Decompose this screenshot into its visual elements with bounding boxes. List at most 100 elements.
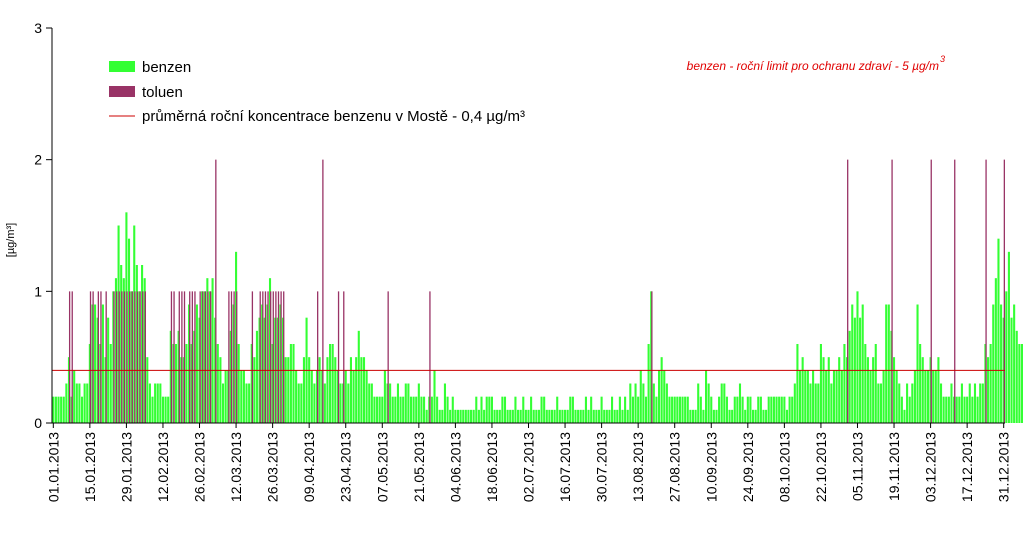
bar-benzen xyxy=(707,383,710,423)
bar-benzen xyxy=(733,396,736,423)
bar-benzen xyxy=(788,396,791,423)
bar-benzen xyxy=(310,370,313,423)
bar-benzen xyxy=(527,409,530,423)
bar-benzen xyxy=(237,344,240,423)
bar-benzen xyxy=(626,409,629,423)
bar-benzen xyxy=(378,396,381,423)
bar-benzen xyxy=(409,396,413,423)
series-toluen xyxy=(68,159,1005,423)
bar-benzen xyxy=(472,409,475,423)
bar-benzen xyxy=(864,344,867,423)
bar-benzen xyxy=(611,396,614,423)
x-tick-label: 05.11.2013 xyxy=(849,432,865,501)
bar-benzen xyxy=(746,396,749,423)
bar-benzen xyxy=(117,225,120,423)
bar-benzen xyxy=(900,396,903,423)
bar-benzen xyxy=(1018,344,1021,423)
bar-benzen xyxy=(866,357,869,423)
bar-benzen xyxy=(1020,344,1023,423)
bar-benzen xyxy=(582,409,585,423)
bar-benzen xyxy=(738,383,742,423)
bar-benzen xyxy=(52,396,55,423)
bar-benzen xyxy=(843,344,846,423)
bar-benzen xyxy=(496,409,499,423)
bar-benzen xyxy=(950,383,953,423)
bar-benzen xyxy=(193,330,196,423)
bar-benzen xyxy=(793,383,796,423)
bar-benzen xyxy=(754,409,757,423)
bar-benzen xyxy=(315,370,319,423)
bar-benzen xyxy=(91,304,94,423)
bar-benzen xyxy=(537,409,540,423)
x-tick-label: 30.07.2013 xyxy=(594,432,610,502)
bar-benzen xyxy=(321,370,324,423)
bar-benzen xyxy=(522,396,525,423)
bar-benzen xyxy=(80,396,84,423)
x-tick-label: 12.03.2013 xyxy=(228,432,244,502)
bar-benzen xyxy=(671,396,674,423)
bar-benzen xyxy=(174,344,178,423)
bar-benzen xyxy=(838,357,841,423)
bar-benzen xyxy=(329,344,332,423)
bar-benzen xyxy=(715,409,718,423)
bar-benzen xyxy=(780,396,783,423)
bar-benzen xyxy=(574,409,577,423)
bar-benzen xyxy=(279,304,282,423)
bar-benzen xyxy=(331,344,334,423)
bar-benzen xyxy=(673,396,676,423)
bar-benzen xyxy=(394,396,397,423)
bar-benzen xyxy=(83,383,86,423)
bar-benzen xyxy=(919,344,922,423)
bar-benzen xyxy=(146,357,149,423)
bar-benzen xyxy=(172,344,175,423)
bar-benzen xyxy=(112,291,115,423)
bar-benzen xyxy=(579,409,582,423)
x-tick-label: 24.09.2013 xyxy=(740,432,756,502)
limit-annotation-superscript: 3 xyxy=(940,54,945,64)
bar-benzen xyxy=(227,370,230,423)
y-axis: 0 1 2 3 xyxy=(34,20,53,431)
bar-benzen xyxy=(898,383,901,423)
bar-benzen xyxy=(595,409,598,423)
bar-benzen xyxy=(62,396,65,423)
bar-benzen xyxy=(143,278,146,423)
bar-benzen xyxy=(373,396,376,423)
bar-benzen xyxy=(830,383,833,423)
bar-benzen xyxy=(960,383,963,423)
bar-benzen xyxy=(624,396,627,423)
bar-benzen xyxy=(540,396,543,423)
bar-benzen xyxy=(741,396,744,423)
bar-benzen xyxy=(697,383,700,423)
bar-benzen xyxy=(530,396,533,423)
legend: benzen toluen průměrná roční koncentrace… xyxy=(109,59,525,125)
bar-benzen xyxy=(699,396,702,423)
bar-benzen xyxy=(292,344,295,423)
bar-benzen xyxy=(425,409,428,423)
bar-benzen xyxy=(376,396,379,423)
bar-benzen xyxy=(587,409,590,423)
bar-benzen xyxy=(451,396,454,423)
bar-benzen xyxy=(971,396,974,423)
bar-benzen xyxy=(879,383,883,423)
bar-benzen xyxy=(723,383,726,423)
bar-benzen xyxy=(519,409,522,423)
x-tick-label: 12.02.2013 xyxy=(155,432,171,502)
bar-benzen xyxy=(973,383,977,423)
bar-benzen xyxy=(396,383,399,423)
bar-benzen xyxy=(762,409,765,423)
bar-benzen xyxy=(718,396,721,423)
bar-benzen xyxy=(302,357,306,423)
bar-benzen xyxy=(691,409,695,423)
bar-benzen xyxy=(67,357,71,423)
bar-benzen xyxy=(955,396,958,423)
bar-benzen xyxy=(477,409,480,423)
bar-benzen xyxy=(104,357,107,423)
bar-benzen xyxy=(616,409,619,423)
x-tick-label: 19.11.2013 xyxy=(886,432,902,501)
bar-benzen xyxy=(953,396,956,423)
bar-benzen xyxy=(882,370,885,423)
bar-benzen xyxy=(334,357,337,423)
bar-benzen xyxy=(253,357,256,423)
bar-benzen xyxy=(911,383,914,423)
bar-benzen xyxy=(248,383,251,423)
